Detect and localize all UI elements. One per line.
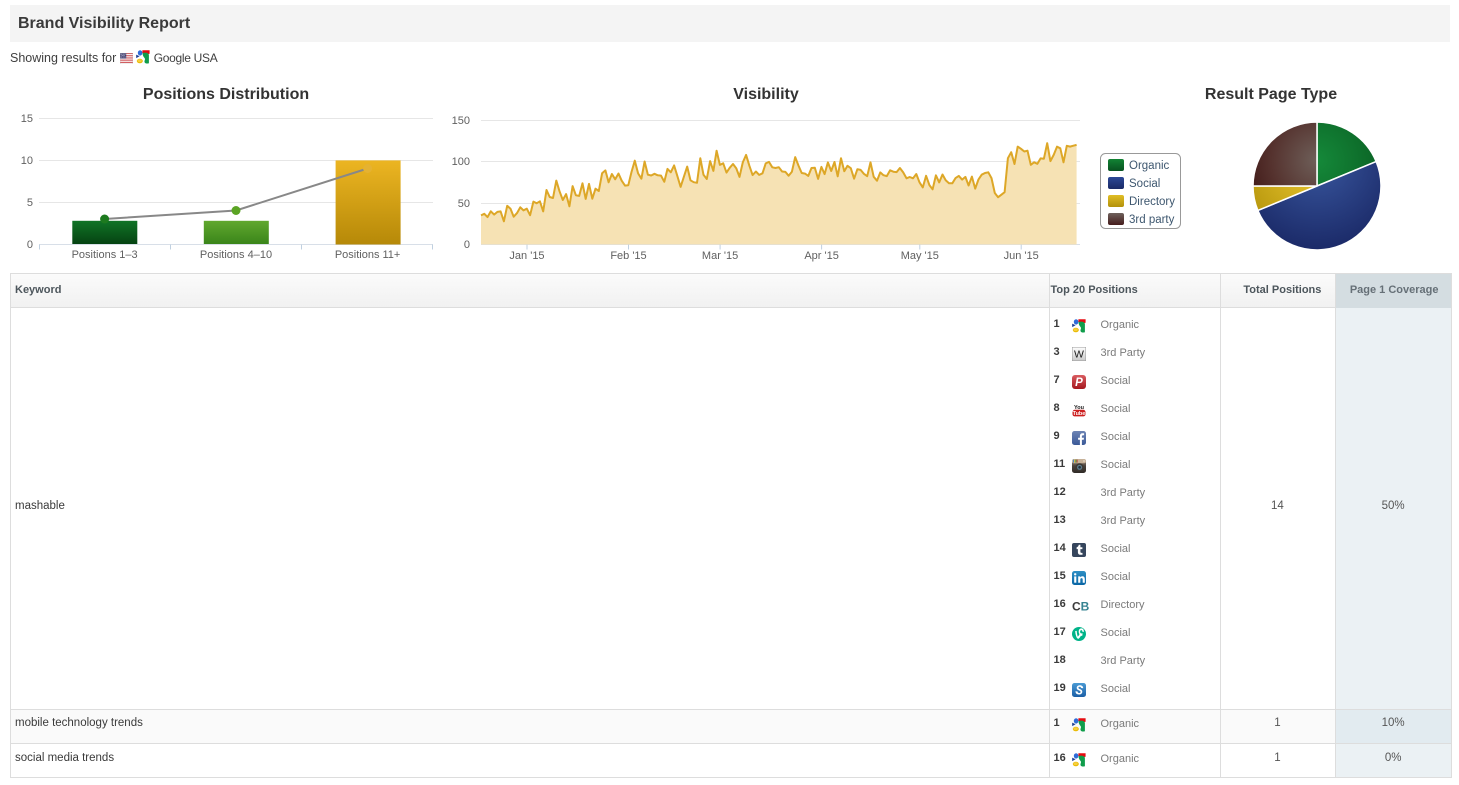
svg-text:Directory: Directory	[1129, 196, 1175, 208]
svg-text:You: You	[1074, 405, 1084, 411]
svg-text:P: P	[1075, 378, 1083, 390]
svg-text:10: 10	[21, 155, 33, 167]
svg-text:50: 50	[458, 198, 470, 210]
svg-text:Result Page Type: Result Page Type	[1205, 86, 1337, 103]
svg-text:CB: CB	[1072, 600, 1090, 614]
svg-text:Positions 4–10: Positions 4–10	[200, 249, 272, 261]
svg-text:Positions 1–3: Positions 1–3	[72, 249, 138, 261]
svg-text:15: 15	[21, 113, 33, 125]
svg-text:Jun '15: Jun '15	[1004, 250, 1039, 262]
svg-text:3rd party: 3rd party	[1129, 214, 1175, 226]
svg-text:150: 150	[452, 115, 470, 127]
svg-text:Jan '15: Jan '15	[509, 250, 544, 262]
svg-text:5: 5	[27, 197, 33, 209]
svg-text:Visibility: Visibility	[733, 86, 799, 103]
svg-text:Positions Distribution: Positions Distribution	[143, 86, 309, 103]
svg-text:0: 0	[27, 239, 33, 251]
svg-text:0: 0	[464, 239, 470, 251]
svg-text:Social: Social	[1129, 178, 1160, 190]
svg-text:100: 100	[452, 156, 470, 168]
svg-text:Mar '15: Mar '15	[702, 250, 738, 262]
svg-text:Organic: Organic	[1129, 160, 1170, 172]
svg-text:Apr '15: Apr '15	[804, 250, 839, 262]
svg-text:Positions 11+: Positions 11+	[335, 249, 401, 261]
svg-text:Feb '15: Feb '15	[610, 250, 646, 262]
svg-text:W: W	[1074, 349, 1084, 361]
svg-text:May '15: May '15	[901, 250, 939, 262]
svg-text:Tube: Tube	[1072, 411, 1085, 417]
